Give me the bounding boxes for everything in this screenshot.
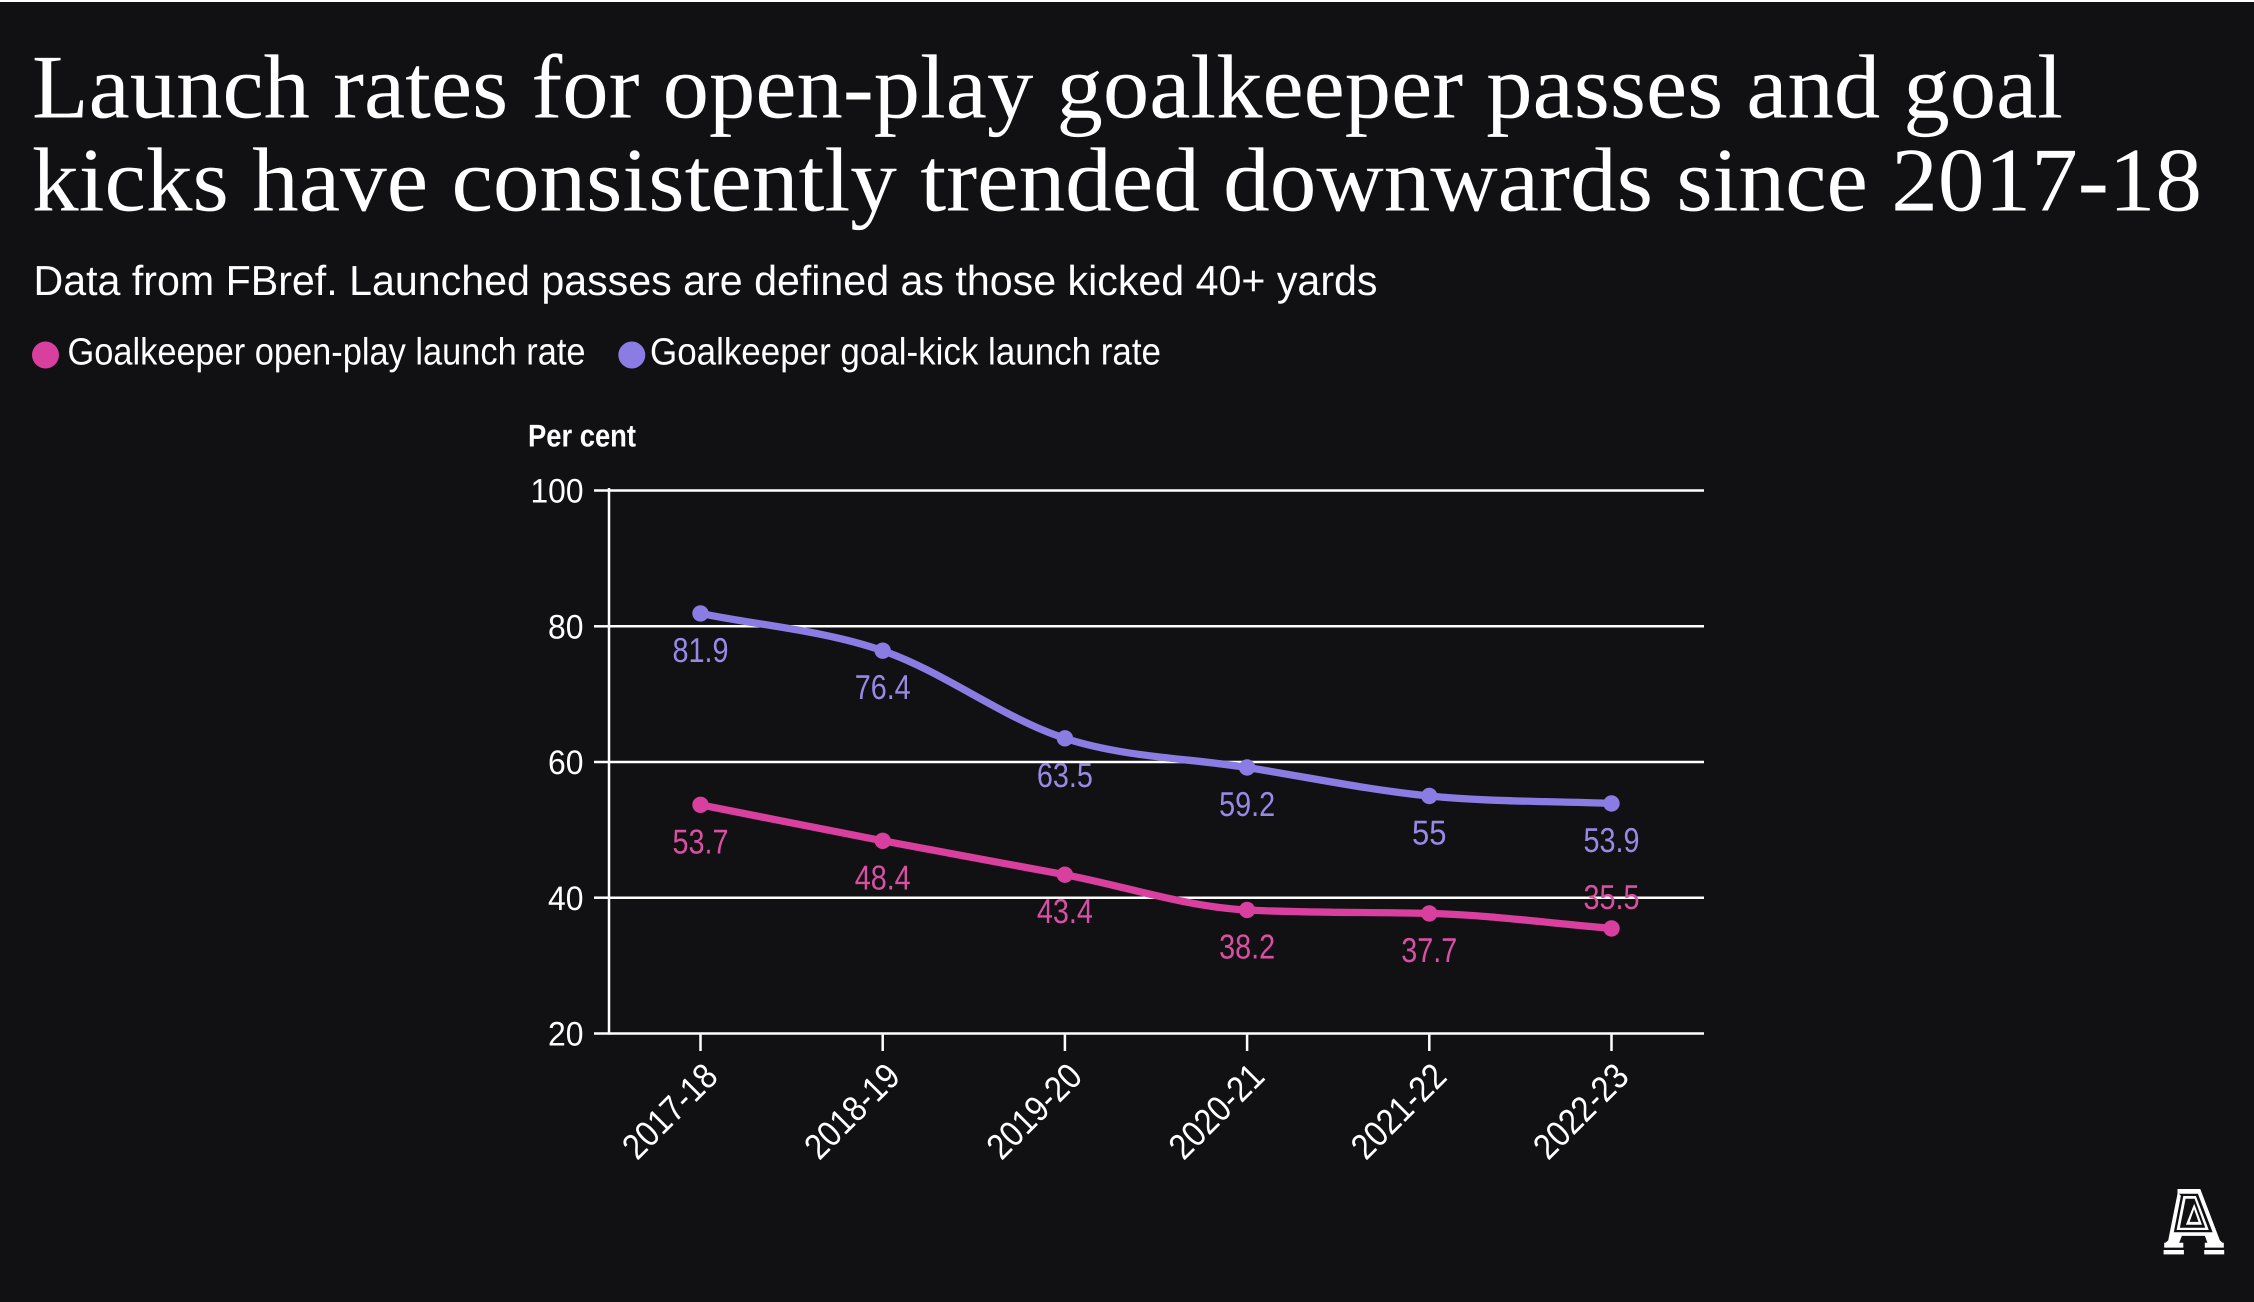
svg-text:20: 20 [548, 1016, 584, 1054]
svg-text:Goalkeeper open-play launch ra: Goalkeeper open-play launch rate [68, 332, 586, 374]
svg-text:55: 55 [1412, 815, 1447, 853]
svg-text:76.4: 76.4 [855, 669, 911, 707]
svg-text:Launch rates for open-play goa: Launch rates for open-play goalkeeper pa… [32, 36, 2063, 137]
svg-text:43.4: 43.4 [1037, 893, 1093, 931]
svg-text:53.7: 53.7 [673, 823, 729, 861]
svg-text:Data from FBref. Launched pass: Data from FBref. Launched passes are def… [34, 257, 1378, 304]
svg-text:53.9: 53.9 [1584, 822, 1640, 860]
svg-text:80: 80 [548, 608, 584, 646]
svg-text:kicks have consistently trende: kicks have consistently trended downward… [32, 130, 2202, 231]
svg-text:40: 40 [548, 880, 584, 918]
svg-text:38.2: 38.2 [1219, 929, 1275, 967]
svg-text:63.5: 63.5 [1037, 757, 1093, 795]
svg-text:48.4: 48.4 [855, 859, 911, 897]
svg-text:Goalkeeper goal-kick launch ra: Goalkeeper goal-kick launch rate [650, 332, 1161, 374]
svg-text:Per cent: Per cent [528, 417, 636, 453]
svg-text:37.7: 37.7 [1401, 932, 1457, 970]
svg-text:60: 60 [548, 744, 584, 782]
svg-text:100: 100 [531, 473, 584, 511]
svg-text:81.9: 81.9 [673, 632, 729, 670]
svg-text:35.5: 35.5 [1584, 879, 1640, 917]
svg-text:59.2: 59.2 [1219, 786, 1275, 824]
